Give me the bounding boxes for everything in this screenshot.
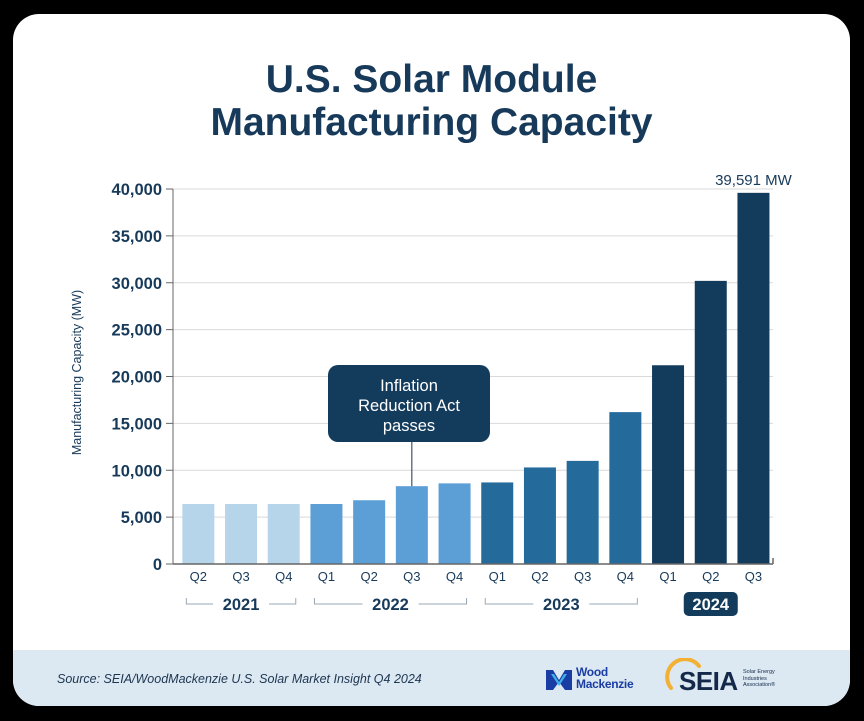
x-tick-label: Q4	[617, 569, 634, 584]
y-tick-label: 40,000	[112, 181, 162, 199]
x-tick-label: Q3	[574, 569, 591, 584]
seia-sub-line2: Industries	[743, 675, 767, 682]
chart-card: U.S. Solar Module Manufacturing Capacity…	[13, 14, 850, 706]
bar	[609, 412, 642, 564]
y-tick-label: 10,000	[112, 462, 162, 480]
y-axis-label: Manufacturing Capacity (MW)	[70, 290, 84, 455]
year-group-bracket-left	[313, 598, 363, 605]
data-label: 39,591 MW	[715, 172, 793, 189]
woodmackenzie-wordmark: Wood Mackenzie	[576, 665, 634, 691]
bar	[481, 482, 514, 564]
x-tick-label: Q2	[531, 569, 548, 584]
year-group-label: 2024	[692, 596, 730, 614]
source-note: Source: SEIA/WoodMackenzie U.S. Solar Ma…	[57, 672, 422, 686]
year-group-bracket-right	[589, 598, 638, 605]
x-tick-label: Q4	[275, 569, 292, 584]
bar	[225, 504, 258, 564]
bar	[182, 504, 215, 564]
bar-chart: 0 5,000 10,000 15,000 20,000 25,000 30,000 35,0…	[70, 172, 793, 616]
chart-title: U.S. Solar Module Manufacturing Capacity	[13, 58, 850, 144]
seia-subtitle: Solar Energy Industries Association®	[743, 669, 775, 689]
bar	[353, 500, 386, 564]
year-group-bracket-right	[269, 598, 297, 605]
footer: Source: SEIA/WoodMackenzie U.S. Solar Ma…	[13, 650, 850, 706]
y-tick-label: 25,000	[112, 322, 162, 340]
seia-sun-arc-icon	[665, 658, 701, 690]
bar	[438, 483, 471, 564]
bar	[523, 467, 556, 564]
y-tick-label: 20,000	[112, 369, 162, 387]
year-group-label: 2022	[372, 596, 409, 614]
annotation-box	[328, 365, 490, 442]
x-tick-label: Q2	[190, 569, 207, 584]
seia-logo: SEIA Solar Energy Industries Association…	[665, 658, 795, 698]
annotation-text: Reduction Act	[358, 397, 460, 415]
seia-wordmark: SEIA	[679, 666, 738, 696]
woodmackenzie-line2: Mackenzie	[576, 677, 634, 691]
bar	[395, 486, 428, 564]
woodmackenzie-line1: Wood	[576, 665, 608, 679]
annotation-text: passes	[383, 417, 435, 435]
year-group-bracket-right	[418, 598, 468, 605]
x-tick-label: Q2	[702, 569, 719, 584]
x-tick-label: Q1	[489, 569, 506, 584]
x-tick-label: Q1	[659, 569, 676, 584]
x-tick-label: Q1	[318, 569, 335, 584]
bar	[267, 504, 300, 564]
chart-title-line2: Manufacturing Capacity	[210, 101, 653, 144]
woodmackenzie-mark-icon	[546, 670, 572, 690]
bar	[566, 460, 599, 564]
woodmackenzie-logo: Wood Mackenzie	[546, 666, 658, 694]
y-tick-label: 5,000	[121, 509, 162, 527]
seia-sub-line3: Association®	[743, 682, 776, 688]
bar	[652, 365, 685, 564]
seia-sub-line1: Solar Energy	[743, 669, 775, 675]
x-tick-label: Q3	[403, 569, 420, 584]
y-tick-label: 30,000	[112, 275, 162, 293]
bar	[737, 192, 770, 564]
year-group-bracket-left	[484, 598, 534, 605]
annotation-text: Inflation	[380, 377, 438, 395]
bar	[694, 280, 727, 564]
chart-title-line1: U.S. Solar Module	[265, 58, 598, 101]
y-tick-label: 15,000	[112, 415, 162, 433]
year-group-bracket-left	[185, 598, 214, 605]
bar	[310, 504, 343, 564]
x-tick-label: Q3	[745, 569, 762, 584]
y-tick-label: 35,000	[112, 228, 162, 246]
year-group-highlight	[683, 592, 738, 616]
x-tick-label: Q2	[360, 569, 377, 584]
x-tick-label: Q3	[232, 569, 249, 584]
year-group-label: 2023	[543, 596, 580, 614]
year-group-label: 2021	[223, 596, 260, 614]
x-tick-label: Q4	[446, 569, 463, 584]
y-tick-label: 0	[153, 556, 162, 574]
